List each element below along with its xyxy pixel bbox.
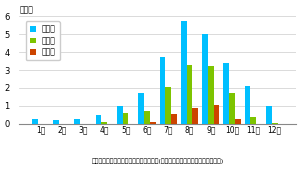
Bar <box>235 120 241 124</box>
Bar <box>160 57 165 124</box>
Bar <box>171 114 177 124</box>
Bar <box>138 93 144 124</box>
Bar <box>245 86 250 124</box>
Text: 月別の台風発生・接近・上陸数の平年値(１９９１〜２０２０年の３０年平均): 月別の台風発生・接近・上陸数の平年値(１９９１〜２０２０年の３０年平均) <box>92 158 224 164</box>
Bar <box>192 108 198 124</box>
Bar <box>208 66 214 124</box>
Bar <box>266 106 272 124</box>
Bar <box>144 111 150 124</box>
Bar <box>123 113 128 124</box>
Text: （個）: （個） <box>19 5 33 14</box>
Bar <box>101 122 107 124</box>
Bar <box>214 105 219 124</box>
Bar <box>202 34 208 124</box>
Bar <box>53 120 59 124</box>
Bar <box>187 65 192 124</box>
Bar <box>165 87 171 124</box>
Bar <box>181 21 187 124</box>
Bar <box>224 63 229 124</box>
Legend: 発生数, 接近数, 上陸数: 発生数, 接近数, 上陸数 <box>26 21 60 60</box>
Bar <box>229 93 235 124</box>
Bar <box>150 122 155 124</box>
Bar <box>250 117 256 124</box>
Bar <box>96 115 101 124</box>
Bar <box>74 120 80 124</box>
Bar <box>32 119 38 124</box>
Bar <box>272 123 278 124</box>
Bar <box>117 106 123 124</box>
